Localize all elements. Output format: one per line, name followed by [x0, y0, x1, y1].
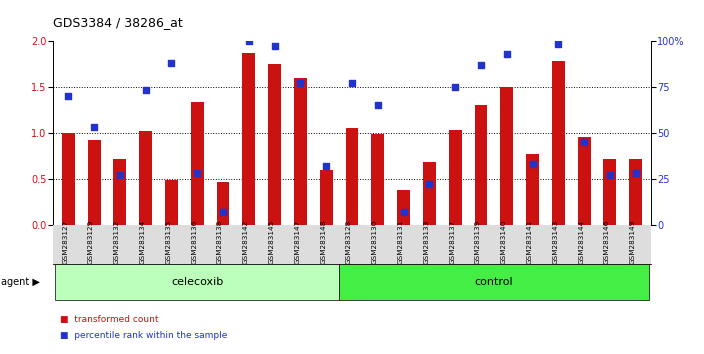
- Bar: [423, 162, 436, 225]
- Point: [527, 161, 538, 167]
- Bar: [371, 134, 384, 225]
- Bar: [62, 133, 75, 225]
- Text: ■  percentile rank within the sample: ■ percentile rank within the sample: [60, 331, 227, 340]
- Point: [63, 93, 74, 99]
- Text: agent ▶: agent ▶: [1, 277, 40, 287]
- Point: [372, 102, 384, 108]
- Point: [424, 182, 435, 187]
- Bar: [346, 128, 358, 225]
- Bar: [217, 182, 230, 225]
- Bar: [629, 159, 642, 225]
- Point: [269, 44, 280, 49]
- Bar: [87, 140, 101, 225]
- Bar: [165, 180, 178, 225]
- Bar: [294, 78, 307, 225]
- Point: [295, 80, 306, 86]
- Point: [89, 124, 100, 130]
- Point: [114, 172, 125, 178]
- Bar: [320, 170, 333, 225]
- Point: [346, 80, 358, 86]
- Text: celecoxib: celecoxib: [171, 276, 223, 287]
- Text: ■  transformed count: ■ transformed count: [60, 315, 158, 324]
- Bar: [474, 105, 487, 225]
- Bar: [578, 137, 591, 225]
- Point: [604, 172, 615, 178]
- Bar: [448, 130, 462, 225]
- Point: [450, 84, 461, 90]
- Point: [191, 170, 203, 176]
- Point: [398, 209, 409, 215]
- Bar: [603, 159, 617, 225]
- Bar: [526, 154, 539, 225]
- Bar: [501, 87, 513, 225]
- Point: [501, 51, 513, 56]
- Bar: [552, 61, 565, 225]
- Point: [630, 170, 641, 176]
- FancyBboxPatch shape: [339, 264, 648, 300]
- FancyBboxPatch shape: [56, 264, 339, 300]
- Text: control: control: [474, 276, 513, 287]
- Bar: [242, 53, 256, 225]
- Point: [218, 209, 229, 215]
- Point: [579, 139, 590, 145]
- Bar: [191, 102, 203, 225]
- Point: [166, 60, 177, 65]
- Text: GDS3384 / 38286_at: GDS3384 / 38286_at: [53, 17, 182, 29]
- Bar: [397, 190, 410, 225]
- Point: [475, 62, 486, 68]
- Point: [243, 38, 254, 44]
- Bar: [139, 131, 152, 225]
- Point: [553, 41, 564, 47]
- Point: [140, 87, 151, 93]
- Point: [320, 163, 332, 169]
- Bar: [113, 159, 126, 225]
- Bar: [268, 64, 281, 225]
